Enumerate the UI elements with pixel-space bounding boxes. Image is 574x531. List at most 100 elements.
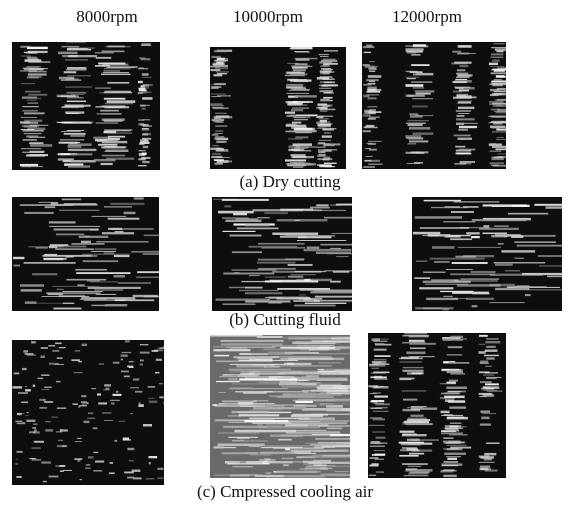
texture — [44, 401, 53, 403]
texture — [104, 389, 110, 390]
texture — [49, 226, 100, 227]
texture — [61, 107, 79, 108]
texture — [407, 51, 419, 53]
texture — [369, 160, 380, 162]
texture — [326, 399, 350, 402]
texture — [110, 400, 120, 401]
texture — [454, 81, 467, 83]
texture — [285, 75, 305, 77]
texture — [294, 342, 338, 343]
texture — [496, 75, 505, 78]
texture — [223, 231, 256, 232]
texture — [25, 353, 34, 354]
texture — [41, 461, 51, 463]
texture — [373, 372, 389, 374]
texture — [18, 392, 28, 393]
texture — [511, 236, 523, 238]
texture — [452, 298, 468, 299]
texture — [367, 106, 377, 107]
texture — [407, 448, 418, 451]
texture — [450, 336, 463, 338]
texture — [320, 99, 330, 102]
texture — [483, 225, 489, 227]
texture — [231, 411, 268, 414]
texture — [491, 54, 503, 56]
texture — [294, 129, 315, 130]
texture — [80, 479, 83, 480]
texture — [331, 233, 352, 234]
texture — [222, 199, 269, 201]
texture — [102, 232, 134, 234]
texture — [38, 378, 44, 380]
texture — [493, 205, 512, 207]
texture — [492, 85, 503, 86]
texture — [490, 151, 502, 152]
texture — [282, 458, 294, 460]
texture — [497, 88, 506, 90]
texture — [495, 288, 529, 290]
texture — [324, 270, 352, 271]
texture — [447, 448, 463, 450]
texture — [463, 206, 479, 208]
texture — [239, 290, 278, 291]
texture — [264, 212, 288, 214]
texture — [142, 97, 152, 100]
texture — [442, 338, 452, 341]
texture — [95, 139, 107, 141]
texture — [323, 97, 332, 99]
texture — [259, 459, 275, 461]
texture — [493, 43, 505, 44]
texture — [313, 460, 331, 462]
texture — [363, 166, 375, 168]
texture — [505, 270, 520, 271]
texture — [372, 454, 385, 456]
texture — [490, 94, 498, 96]
texture — [286, 86, 303, 88]
texture — [66, 279, 106, 281]
texture — [423, 235, 440, 236]
texture — [219, 392, 226, 393]
texture — [127, 448, 134, 450]
texture — [104, 420, 113, 421]
texture — [238, 375, 257, 377]
texture — [227, 343, 265, 344]
texture — [212, 145, 219, 146]
texture — [115, 299, 155, 301]
texture — [368, 90, 374, 92]
texture — [57, 357, 63, 359]
texture — [82, 254, 129, 255]
texture — [368, 143, 376, 145]
texture — [546, 206, 563, 209]
texture — [215, 113, 227, 114]
texture — [22, 422, 24, 423]
texture — [79, 236, 109, 238]
texture — [107, 100, 136, 103]
texture — [102, 155, 125, 157]
texture — [458, 101, 472, 102]
texture — [157, 348, 162, 349]
texture — [111, 402, 114, 404]
texture — [218, 211, 254, 214]
texture — [456, 110, 471, 112]
texture — [49, 246, 57, 249]
texture — [35, 248, 47, 249]
texture — [265, 277, 286, 278]
texture — [61, 80, 81, 81]
texture — [458, 74, 473, 76]
texture — [320, 76, 333, 77]
texture — [295, 220, 300, 221]
texture — [118, 282, 151, 283]
column-header: 12000rpm — [392, 7, 462, 26]
texture — [131, 251, 159, 253]
texture — [447, 458, 457, 460]
texture — [52, 350, 59, 352]
texture — [58, 52, 77, 55]
texture — [489, 104, 501, 105]
texture — [457, 115, 465, 117]
texture — [31, 341, 36, 343]
texture — [447, 445, 467, 446]
texture — [305, 303, 347, 304]
texture — [14, 265, 20, 267]
texture — [368, 118, 376, 120]
texture — [416, 261, 427, 262]
